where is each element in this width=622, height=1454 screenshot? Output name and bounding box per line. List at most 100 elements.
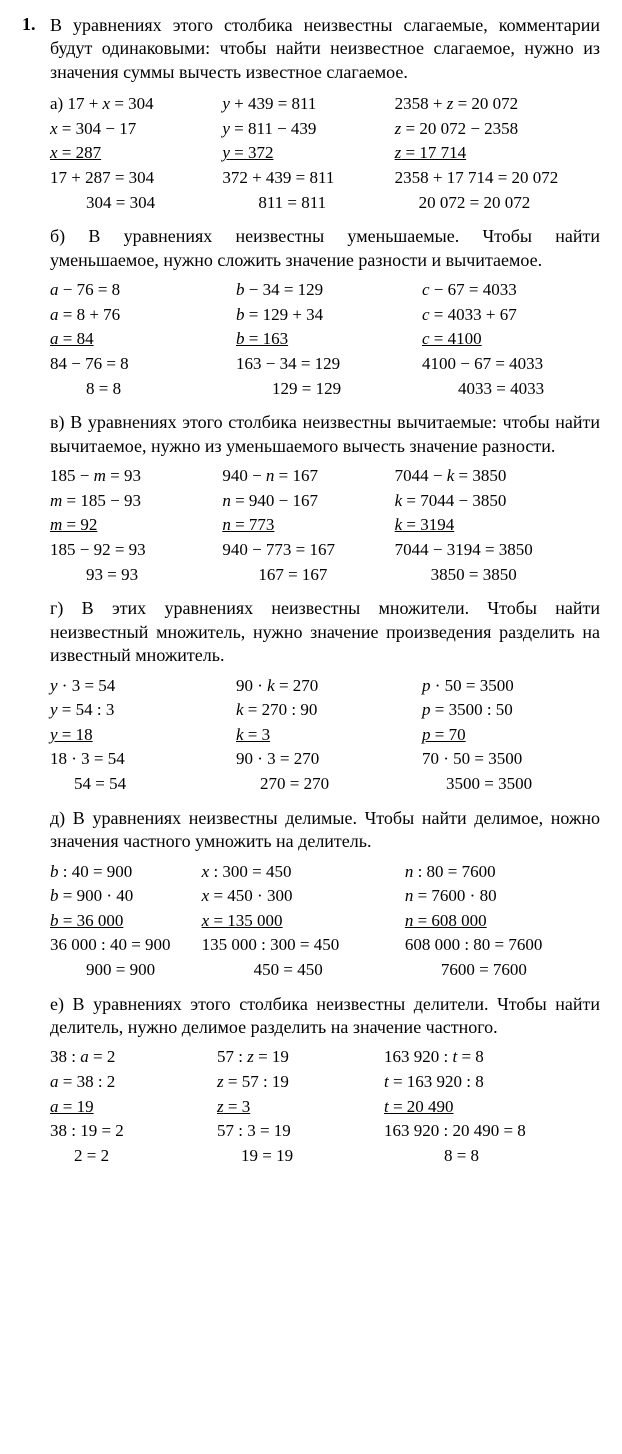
eq-result: x = 287 xyxy=(50,141,214,166)
equation-column: x : 300 = 450x = 450 · 300x = 135 000135… xyxy=(202,860,397,983)
eq-line: а) 17 + x = 304 xyxy=(50,92,214,117)
page: 1. В уравнениях этого столбика неизвестн… xyxy=(0,0,622,1187)
eq-check: 2358 + 17 714 = 20 072 xyxy=(395,166,600,191)
equation-column: p · 50 = 3500p = 3500 : 50p = 7070 · 50 … xyxy=(422,674,600,797)
eq-check: 18 · 3 = 54 xyxy=(50,747,228,772)
eq-check: 163 − 34 = 129 xyxy=(236,352,414,377)
eq-check-result: 2 = 2 xyxy=(50,1144,209,1169)
eq-line: p · 50 = 3500 xyxy=(422,674,600,699)
eq-line: a = 38 : 2 xyxy=(50,1070,209,1095)
eq-result: z = 17 714 xyxy=(395,141,600,166)
eq-line: x = 304 − 17 xyxy=(50,117,214,142)
section-intro: д) В уравнениях неизвестны делимые. Чтоб… xyxy=(50,807,600,854)
eq-line: z = 57 : 19 xyxy=(217,1070,376,1095)
eq-line: x : 300 = 450 xyxy=(202,860,397,885)
eq-line: y · 3 = 54 xyxy=(50,674,228,699)
eq-line: n : 80 = 7600 xyxy=(405,860,600,885)
eq-line: n = 940 − 167 xyxy=(222,489,386,514)
equation-column: a − 76 = 8a = 8 + 76a = 8484 − 76 = 88 =… xyxy=(50,278,228,401)
equation-column: y · 3 = 54y = 54 : 3y = 1818 · 3 = 5454 … xyxy=(50,674,228,797)
eq-line: b = 129 + 34 xyxy=(236,303,414,328)
eq-check: 608 000 : 80 = 7600 xyxy=(405,933,600,958)
eq-result: t = 20 490 xyxy=(384,1095,600,1120)
eq-result: n = 608 000 xyxy=(405,909,600,934)
equation-column: 38 : a = 2a = 38 : 2a = 1938 : 19 = 22 =… xyxy=(50,1045,209,1168)
equation-column: b − 34 = 129b = 129 + 34b = 163163 − 34 … xyxy=(236,278,414,401)
equation-row: а) 17 + x = 304x = 304 − 17x = 28717 + 2… xyxy=(50,92,600,215)
eq-check-result: 3500 = 3500 xyxy=(422,772,600,797)
eq-line: k = 270 : 90 xyxy=(236,698,414,723)
equation-column: b : 40 = 900b = 900 · 40b = 36 00036 000… xyxy=(50,860,194,983)
eq-line: n = 7600 · 80 xyxy=(405,884,600,909)
eq-line: c − 67 = 4033 xyxy=(422,278,600,303)
equation-row: 38 : a = 2a = 38 : 2a = 1938 : 19 = 22 =… xyxy=(50,1045,600,1168)
section-intro: е) В уравнениях этого столбика неизвестн… xyxy=(50,993,600,1040)
equation-row: b : 40 = 900b = 900 · 40b = 36 00036 000… xyxy=(50,860,600,983)
eq-result: x = 135 000 xyxy=(202,909,397,934)
eq-line: 38 : a = 2 xyxy=(50,1045,209,1070)
eq-result: p = 70 xyxy=(422,723,600,748)
equation-column: а) 17 + x = 304x = 304 − 17x = 28717 + 2… xyxy=(50,92,214,215)
eq-result: k = 3 xyxy=(236,723,414,748)
eq-result: a = 84 xyxy=(50,327,228,352)
eq-line: t = 163 920 : 8 xyxy=(384,1070,600,1095)
eq-result: y = 18 xyxy=(50,723,228,748)
eq-check-result: 8 = 8 xyxy=(50,377,228,402)
equation-column: 7044 − k = 3850k = 7044 − 3850k = 319470… xyxy=(395,464,600,587)
equation-column: c − 67 = 4033c = 4033 + 67c = 41004100 −… xyxy=(422,278,600,401)
eq-check-result: 93 = 93 xyxy=(50,563,214,588)
eq-line: b : 40 = 900 xyxy=(50,860,194,885)
eq-check-result: 270 = 270 xyxy=(236,772,414,797)
eq-line: k = 7044 − 3850 xyxy=(395,489,600,514)
equation-column: 2358 + z = 20 072z = 20 072 − 2358z = 17… xyxy=(395,92,600,215)
eq-check-result: 811 = 811 xyxy=(222,191,386,216)
eq-line: b = 900 · 40 xyxy=(50,884,194,909)
problem-block: 1. В уравнениях этого столбика неизвестн… xyxy=(22,14,600,1169)
eq-check-result: 167 = 167 xyxy=(222,563,386,588)
eq-line: z = 20 072 − 2358 xyxy=(395,117,600,142)
eq-check: 84 − 76 = 8 xyxy=(50,352,228,377)
eq-check-result: 54 = 54 xyxy=(50,772,228,797)
eq-line: p = 3500 : 50 xyxy=(422,698,600,723)
section-intro: б) В уравнениях неизвестны уменьшаемые. … xyxy=(50,225,600,272)
eq-line: a − 76 = 8 xyxy=(50,278,228,303)
eq-check: 57 : 3 = 19 xyxy=(217,1119,376,1144)
eq-check: 4100 − 67 = 4033 xyxy=(422,352,600,377)
eq-line: 90 · k = 270 xyxy=(236,674,414,699)
eq-result: b = 36 000 xyxy=(50,909,194,934)
eq-line: x = 450 · 300 xyxy=(202,884,397,909)
eq-check: 163 920 : 20 490 = 8 xyxy=(384,1119,600,1144)
eq-line: y = 54 : 3 xyxy=(50,698,228,723)
eq-check: 185 − 92 = 93 xyxy=(50,538,214,563)
eq-line: a = 8 + 76 xyxy=(50,303,228,328)
eq-line: 57 : z = 19 xyxy=(217,1045,376,1070)
eq-result: b = 163 xyxy=(236,327,414,352)
section-intro: в) В уравнениях этого столбика неизвестн… xyxy=(50,411,600,458)
eq-line: b − 34 = 129 xyxy=(236,278,414,303)
eq-check-result: 129 = 129 xyxy=(236,377,414,402)
eq-check-result: 8 = 8 xyxy=(384,1144,600,1169)
eq-check-result: 3850 = 3850 xyxy=(395,563,600,588)
eq-line: c = 4033 + 67 xyxy=(422,303,600,328)
eq-line: m = 185 − 93 xyxy=(50,489,214,514)
eq-check-result: 4033 = 4033 xyxy=(422,377,600,402)
eq-result: n = 773 xyxy=(222,513,386,538)
eq-check: 135 000 : 300 = 450 xyxy=(202,933,397,958)
eq-result: k = 3194 xyxy=(395,513,600,538)
eq-result: m = 92 xyxy=(50,513,214,538)
eq-check-result: 7600 = 7600 xyxy=(405,958,600,983)
equation-column: 90 · k = 270k = 270 : 90k = 390 · 3 = 27… xyxy=(236,674,414,797)
equation-row: 185 − m = 93m = 185 − 93m = 92185 − 92 =… xyxy=(50,464,600,587)
eq-check: 372 + 439 = 811 xyxy=(222,166,386,191)
eq-line: 185 − m = 93 xyxy=(50,464,214,489)
eq-check-result: 450 = 450 xyxy=(202,958,397,983)
equation-row: y · 3 = 54y = 54 : 3y = 1818 · 3 = 5454 … xyxy=(50,674,600,797)
eq-check: 38 : 19 = 2 xyxy=(50,1119,209,1144)
eq-check: 7044 − 3194 = 3850 xyxy=(395,538,600,563)
eq-result: z = 3 xyxy=(217,1095,376,1120)
equation-column: 185 − m = 93m = 185 − 93m = 92185 − 92 =… xyxy=(50,464,214,587)
equation-column: 163 920 : t = 8t = 163 920 : 8t = 20 490… xyxy=(384,1045,600,1168)
equation-row: a − 76 = 8a = 8 + 76a = 8484 − 76 = 88 =… xyxy=(50,278,600,401)
equation-column: 940 − n = 167n = 940 − 167n = 773940 − 7… xyxy=(222,464,386,587)
eq-result: y = 372 xyxy=(222,141,386,166)
